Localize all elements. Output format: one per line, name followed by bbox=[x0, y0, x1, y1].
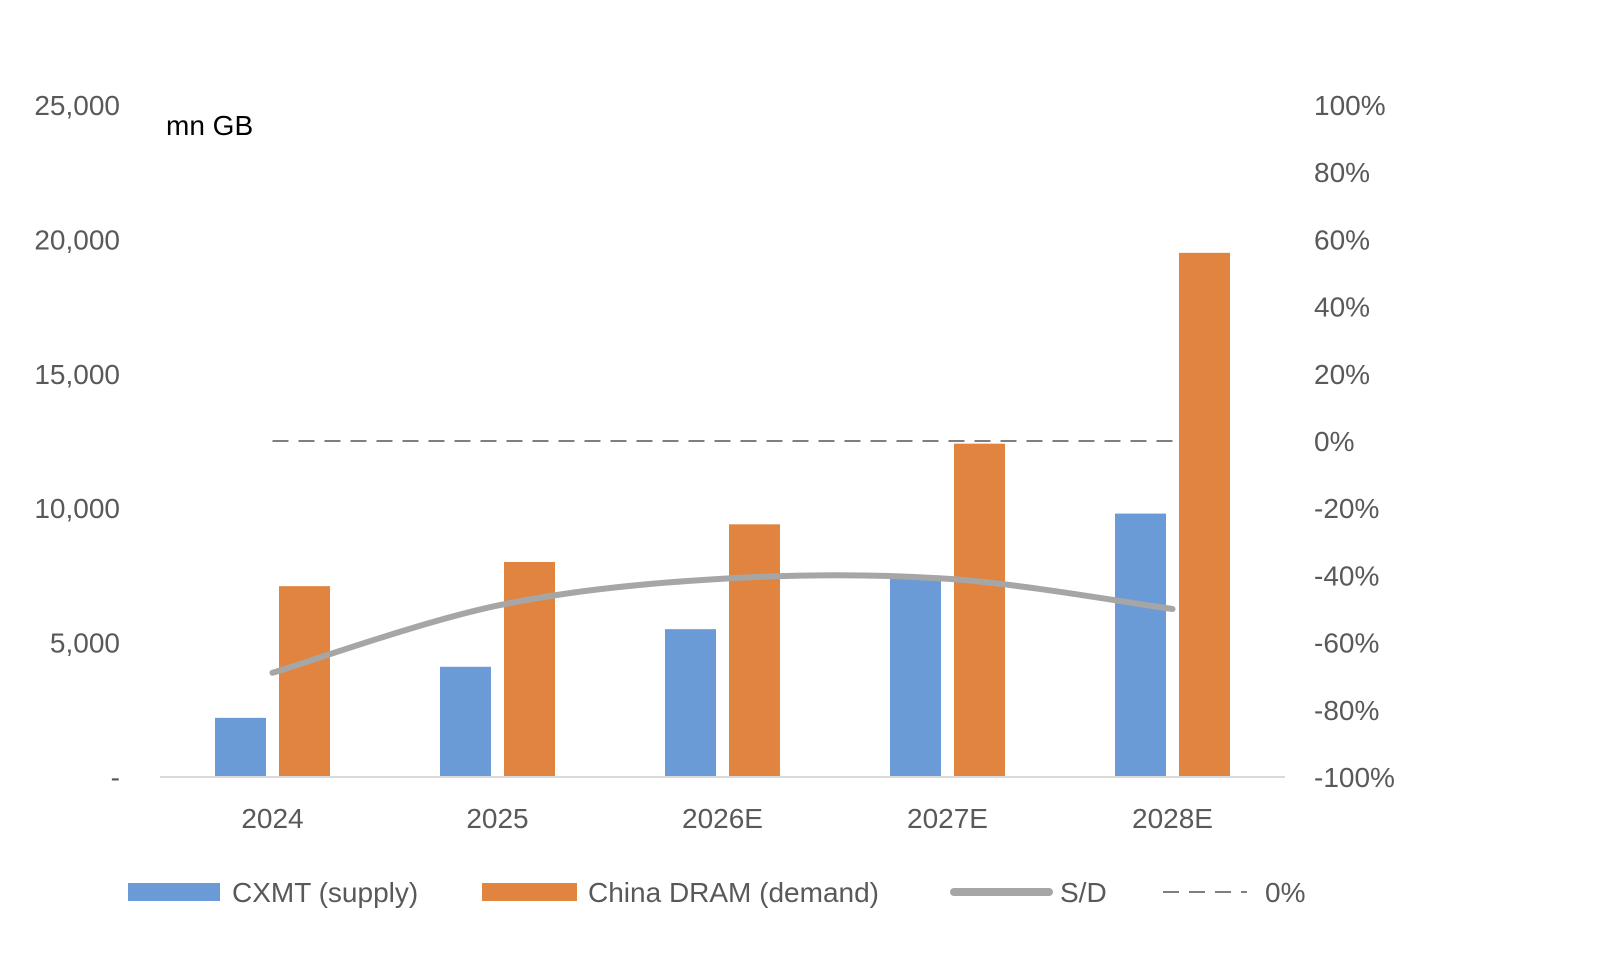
left-tick-label: 10,000 bbox=[34, 493, 120, 524]
legend-label: CXMT (supply) bbox=[232, 877, 418, 908]
left-axis-ticks: - 5,000 10,000 15,000 20,000 25,000 bbox=[34, 90, 120, 793]
legend-label: S/D bbox=[1060, 877, 1107, 908]
legend-label: China DRAM (demand) bbox=[588, 877, 879, 908]
right-tick-label: 0% bbox=[1314, 426, 1354, 457]
right-tick-label: -20% bbox=[1314, 493, 1379, 524]
category-label: 2025 bbox=[466, 803, 528, 834]
legend-swatch bbox=[128, 883, 220, 901]
bar bbox=[1115, 513, 1166, 777]
bar bbox=[954, 443, 1005, 777]
right-tick-label: 60% bbox=[1314, 224, 1370, 255]
right-tick-label: -100% bbox=[1314, 762, 1395, 793]
category-label: 2028E bbox=[1132, 803, 1213, 834]
category-label: 2026E bbox=[682, 803, 763, 834]
legend-label: 0% bbox=[1265, 877, 1305, 908]
left-tick-label: 15,000 bbox=[34, 359, 120, 390]
bar bbox=[729, 524, 780, 777]
bars-group bbox=[215, 252, 1230, 778]
left-tick-label: - bbox=[111, 762, 120, 793]
right-tick-label: 20% bbox=[1314, 359, 1370, 390]
legend: CXMT (supply) China DRAM (demand) S/D 0% bbox=[128, 877, 1305, 908]
unit-label: mn GB bbox=[166, 110, 254, 141]
right-tick-label: -40% bbox=[1314, 560, 1379, 591]
bar bbox=[890, 575, 941, 777]
sd-ratio-line bbox=[269, 572, 1176, 676]
left-tick-label: 25,000 bbox=[34, 90, 120, 121]
category-label: 2024 bbox=[241, 803, 303, 834]
right-tick-label: -80% bbox=[1314, 695, 1379, 726]
right-axis-ticks: -100% -80% -60% -40% -20% 0% 20% 40% 60% 80% 100% bbox=[1314, 90, 1395, 793]
bar bbox=[279, 586, 330, 777]
right-tick-label: 40% bbox=[1314, 292, 1370, 323]
bar bbox=[440, 666, 491, 777]
left-tick-label: 20,000 bbox=[34, 224, 120, 255]
right-tick-label: -60% bbox=[1314, 628, 1379, 659]
category-label: 2027E bbox=[907, 803, 988, 834]
bar bbox=[215, 717, 266, 777]
bar bbox=[1179, 252, 1230, 778]
left-tick-label: 5,000 bbox=[50, 628, 120, 659]
right-tick-label: 80% bbox=[1314, 157, 1370, 188]
lines-group bbox=[269, 440, 1176, 676]
right-tick-label: 100% bbox=[1314, 90, 1386, 121]
category-labels: 2024 2025 2026E 2027E 2028E bbox=[241, 803, 1213, 834]
bar bbox=[665, 629, 716, 777]
legend-swatch bbox=[482, 883, 577, 901]
